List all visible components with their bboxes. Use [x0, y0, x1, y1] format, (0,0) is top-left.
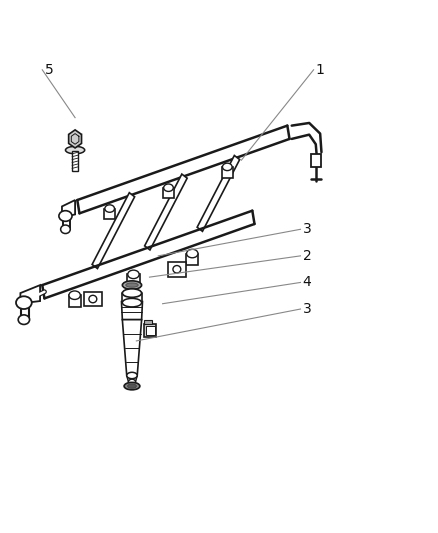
Polygon shape: [197, 156, 239, 231]
Polygon shape: [62, 200, 75, 216]
Bar: [144, 320, 151, 324]
Bar: [68, 295, 81, 307]
Ellipse shape: [18, 315, 29, 325]
Polygon shape: [144, 174, 187, 250]
Ellipse shape: [128, 379, 135, 384]
Bar: [167, 262, 186, 277]
Ellipse shape: [60, 225, 70, 233]
Text: 3: 3: [302, 302, 311, 316]
Bar: [186, 254, 198, 265]
Ellipse shape: [122, 289, 141, 297]
Text: 2: 2: [302, 249, 311, 263]
Polygon shape: [92, 193, 134, 269]
Ellipse shape: [173, 265, 180, 273]
Ellipse shape: [105, 205, 114, 212]
Polygon shape: [68, 130, 81, 148]
Bar: [104, 208, 115, 219]
Ellipse shape: [59, 211, 72, 221]
Bar: [310, 154, 320, 166]
Bar: [162, 188, 173, 198]
Ellipse shape: [127, 384, 136, 388]
Ellipse shape: [127, 372, 137, 378]
Ellipse shape: [124, 382, 140, 390]
Polygon shape: [20, 285, 40, 303]
Ellipse shape: [122, 281, 141, 289]
Text: 5: 5: [44, 63, 53, 77]
Polygon shape: [72, 151, 78, 171]
Ellipse shape: [16, 296, 32, 309]
Ellipse shape: [69, 291, 80, 300]
Ellipse shape: [186, 249, 198, 258]
Text: 3: 3: [302, 222, 311, 236]
Bar: [221, 167, 232, 177]
Ellipse shape: [127, 270, 139, 279]
Ellipse shape: [89, 295, 96, 303]
Bar: [127, 274, 139, 286]
Bar: [144, 324, 156, 337]
Ellipse shape: [122, 298, 141, 307]
Ellipse shape: [163, 184, 173, 191]
Ellipse shape: [222, 163, 232, 171]
Polygon shape: [122, 320, 141, 375]
Ellipse shape: [126, 283, 138, 287]
Bar: [84, 292, 102, 306]
Polygon shape: [121, 302, 142, 320]
Ellipse shape: [65, 147, 85, 154]
Text: 1: 1: [315, 63, 324, 77]
Bar: [146, 326, 154, 335]
Text: 4: 4: [302, 276, 311, 289]
